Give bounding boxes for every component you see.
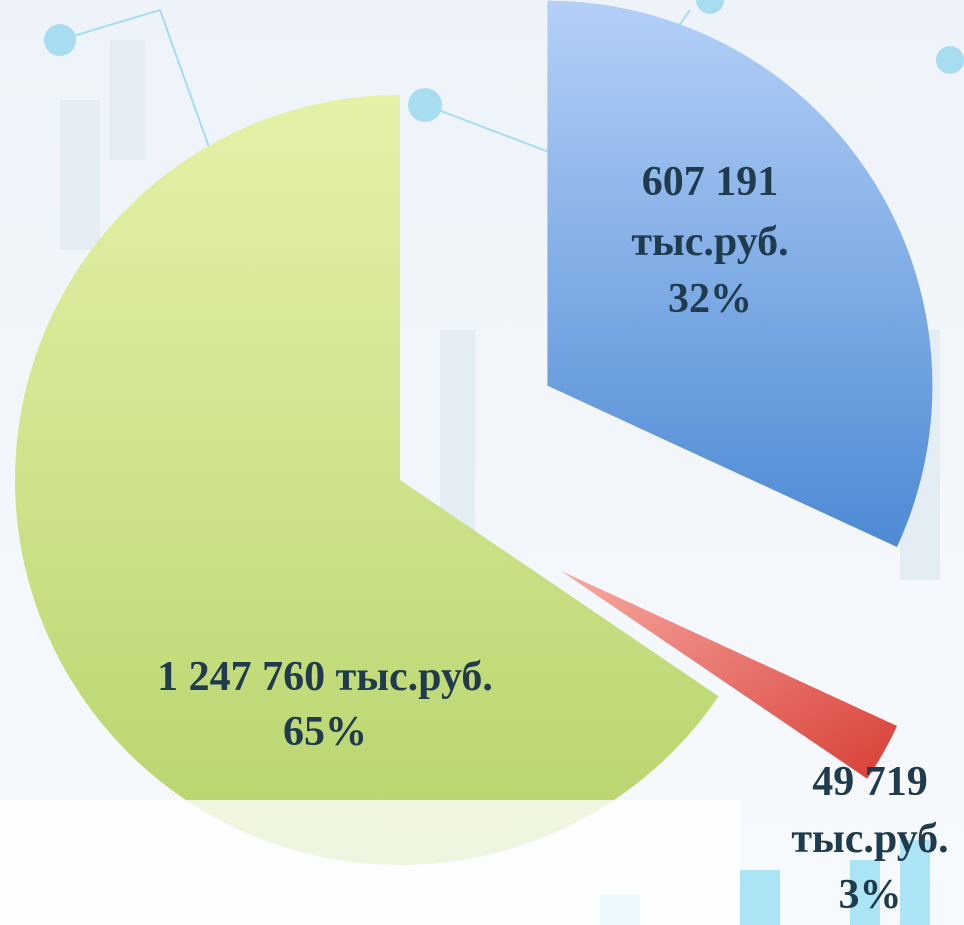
value-label: 49 719 [812,759,928,805]
percent-label: 3% [839,872,902,918]
overlay [0,800,740,925]
value-label: 607 191 [642,159,779,205]
percent-label: 32% [668,276,752,322]
value-unit: тыс.руб. [791,816,948,862]
value-unit: тыс.руб. [631,219,788,265]
value-amount: 1 247 760 [157,654,325,700]
value-unit: тыс.руб. [336,654,493,700]
page: 607 191 тыс.руб. 32% 49 719 тыс.руб. 3% 1 247 … [0,0,964,925]
chart: 607 191 тыс.руб. 32% 49 719 тыс.руб. 3% 1 247 … [0,0,964,925]
percent-label: 65% [283,709,367,755]
value-label: 1 247 760 тыс.руб. [157,654,493,700]
